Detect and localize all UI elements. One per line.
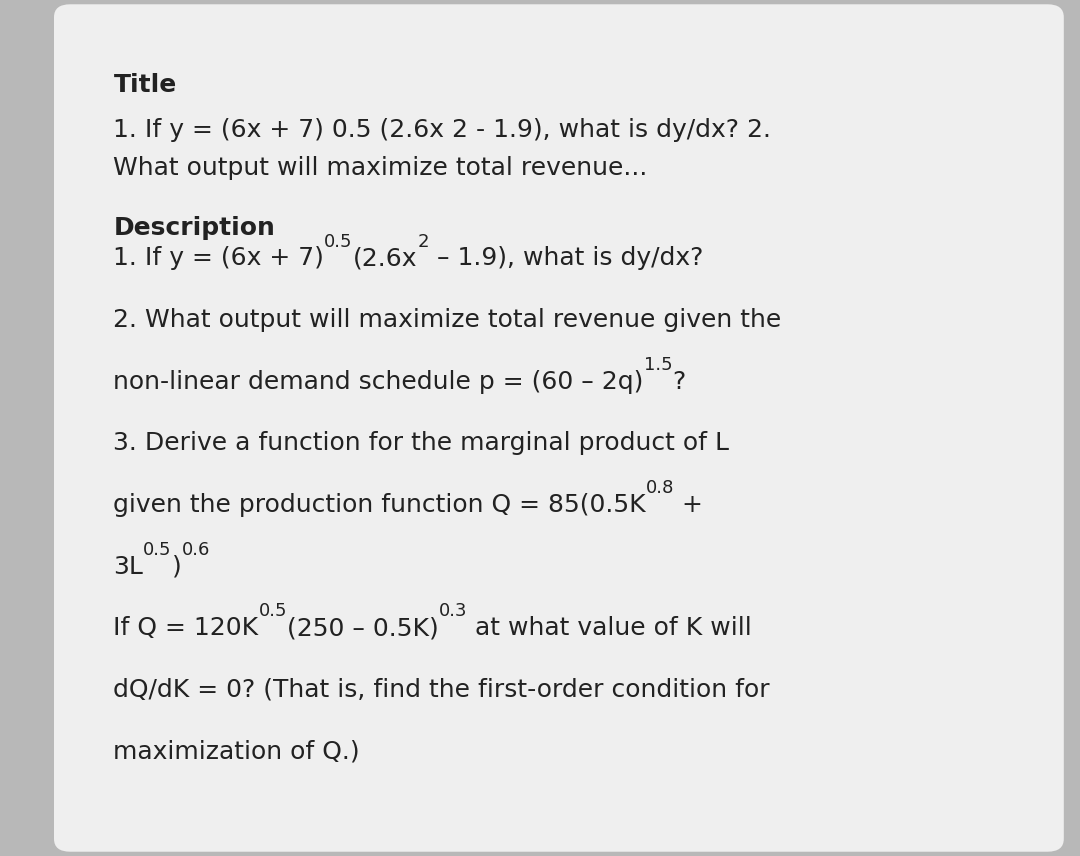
Text: – 1.9), what is dy/dx?: – 1.9), what is dy/dx? — [429, 247, 703, 270]
Text: dQ/dK = 0? (That is, find the first-order condition for: dQ/dK = 0? (That is, find the first-orde… — [113, 678, 770, 702]
Text: If Q = 120K: If Q = 120K — [113, 616, 258, 640]
Text: 0.8: 0.8 — [646, 479, 674, 497]
Text: at what value of K will: at what value of K will — [468, 616, 752, 640]
FancyBboxPatch shape — [54, 4, 1064, 852]
Text: Title: Title — [113, 73, 177, 97]
Text: 0.3: 0.3 — [438, 603, 468, 621]
Text: 0.6: 0.6 — [181, 541, 210, 559]
Text: (2.6x: (2.6x — [353, 247, 417, 270]
Text: 3L: 3L — [113, 555, 144, 579]
Text: +: + — [674, 493, 703, 517]
Text: non-linear demand schedule p = (60 – 2q): non-linear demand schedule p = (60 – 2q) — [113, 370, 644, 394]
Text: 0.5: 0.5 — [324, 233, 353, 251]
Text: 1. If y = (6x + 7): 1. If y = (6x + 7) — [113, 247, 324, 270]
Text: Description: Description — [113, 216, 275, 240]
Text: 1. If y = (6x + 7) 0.5 (2.6x 2 - 1.9), what is dy/dx? 2.: 1. If y = (6x + 7) 0.5 (2.6x 2 - 1.9), w… — [113, 118, 771, 142]
Text: ): ) — [172, 555, 181, 579]
Text: 2. What output will maximize total revenue given the: 2. What output will maximize total reven… — [113, 308, 782, 332]
Text: 2: 2 — [417, 233, 429, 251]
Text: given the production function Q = 85(0.5K: given the production function Q = 85(0.5… — [113, 493, 646, 517]
Text: ?: ? — [673, 370, 686, 394]
Text: 0.5: 0.5 — [258, 603, 287, 621]
Text: What output will maximize total revenue...: What output will maximize total revenue.… — [113, 156, 648, 180]
Text: maximization of Q.): maximization of Q.) — [113, 740, 360, 764]
Text: 1.5: 1.5 — [644, 356, 673, 374]
Text: 0.5: 0.5 — [144, 541, 172, 559]
Text: 3. Derive a function for the marginal product of L: 3. Derive a function for the marginal pr… — [113, 431, 729, 455]
Text: (250 – 0.5K): (250 – 0.5K) — [287, 616, 438, 640]
